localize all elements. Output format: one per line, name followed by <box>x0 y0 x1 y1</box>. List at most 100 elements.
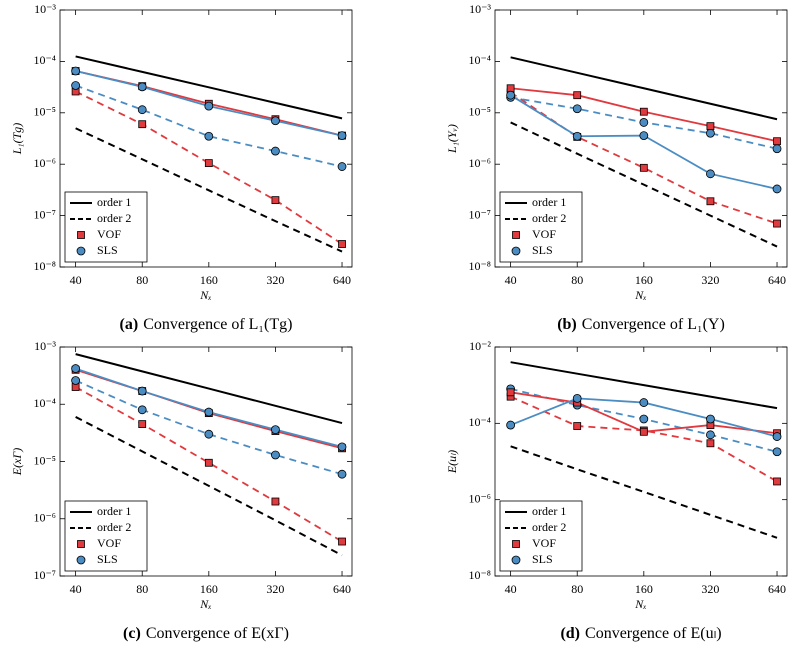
marker <box>204 131 214 141</box>
y-axis-label: E(uₗ) <box>445 450 459 474</box>
marker <box>772 447 782 457</box>
series-line <box>75 416 343 557</box>
caption-label: (d) <box>560 625 580 642</box>
marker <box>271 497 280 506</box>
marker <box>204 407 214 417</box>
caption-label: (c) <box>123 625 141 642</box>
marker <box>706 414 715 424</box>
marker <box>337 442 347 452</box>
y-tick-label: 10⁻⁷ <box>33 568 56 582</box>
legend-label: VOF <box>97 536 121 550</box>
series-line <box>75 84 343 168</box>
marker <box>204 429 214 439</box>
marker <box>204 159 213 168</box>
panel: 10⁻⁸ 10⁻⁷ 10⁻⁶ 10⁻⁵ 10⁻⁴ 10⁻³ 40 80 160 320 640 Nₓ L… <box>445 2 788 333</box>
caption: (d) Convergence of E(uₗ) <box>560 625 721 642</box>
y-tick-label: 10⁻⁵ <box>33 105 56 119</box>
marker <box>506 420 516 430</box>
marker <box>639 427 648 436</box>
marker <box>512 231 520 239</box>
legend-label: order 1 <box>532 195 566 209</box>
marker <box>71 66 81 76</box>
x-tick-label: 40 <box>505 273 517 287</box>
legend-label: order 1 <box>97 195 131 209</box>
x-tick-label: 640 <box>768 273 786 287</box>
caption-text: Convergence of L₁(Y) <box>582 316 725 333</box>
x-axis-label: Nₓ <box>199 288 211 302</box>
marker <box>271 196 280 205</box>
y-tick-label: 10⁻⁶ <box>468 491 491 505</box>
caption-label: (a) <box>120 316 139 333</box>
x-tick-label: 160 <box>635 582 653 596</box>
y-tick-label: 10⁻⁶ <box>33 511 56 525</box>
marker <box>706 430 715 440</box>
x-tick-label: 160 <box>200 582 218 596</box>
marker <box>338 240 346 248</box>
marker <box>639 163 648 172</box>
legend-label: order 1 <box>97 504 131 518</box>
legend-label: VOF <box>97 227 121 241</box>
x-tick-label: 320 <box>266 273 284 287</box>
caption-label: (b) <box>557 316 577 333</box>
marker <box>772 144 782 154</box>
y-tick-label: 10⁻³ <box>469 2 491 16</box>
marker <box>506 388 515 397</box>
marker <box>77 231 85 239</box>
marker <box>706 169 715 179</box>
legend-label: SLS <box>532 243 553 257</box>
marker <box>506 84 515 93</box>
series-line <box>510 56 778 121</box>
x-tick-label: 80 <box>136 582 148 596</box>
marker <box>204 101 214 111</box>
marker <box>71 376 81 385</box>
y-tick-label: 10⁻³ <box>34 339 56 353</box>
marker <box>572 394 582 403</box>
marker <box>337 131 347 141</box>
y-tick-label: 10⁻⁸ <box>468 259 491 273</box>
marker <box>71 81 81 90</box>
x-tick-label: 640 <box>333 273 351 287</box>
panel: 10⁻⁸ 10⁻⁷ 10⁻⁶ 10⁻⁵ 10⁻⁴ 10⁻³ 40 80 160 320 640 Nₓ L… <box>10 2 353 333</box>
series-line <box>510 361 778 410</box>
x-tick-label: 320 <box>701 582 719 596</box>
marker <box>138 120 147 129</box>
series-line <box>510 445 778 539</box>
panel: 10⁻⁷ 10⁻⁶ 10⁻⁵ 10⁻⁴ 10⁻³ 40 80 160 320 640 Nₓ E(xΓ)… <box>10 339 353 642</box>
y-tick-label: 10⁻⁵ <box>468 105 491 119</box>
marker <box>271 116 280 126</box>
marker <box>639 398 649 407</box>
caption: (c) Convergence of E(xΓ) <box>123 625 289 642</box>
x-axis-label: Nₓ <box>634 288 646 302</box>
series-line <box>75 90 343 245</box>
marker <box>511 555 521 565</box>
legend-label: SLS <box>97 243 118 257</box>
x-axis-label: Nₓ <box>634 597 646 611</box>
y-tick-label: 10⁻⁷ <box>33 207 56 221</box>
x-tick-label: 40 <box>70 273 82 287</box>
marker <box>71 364 81 373</box>
series-line <box>510 121 778 248</box>
legend-label: order 2 <box>532 211 566 225</box>
y-tick-label: 10⁻⁷ <box>468 207 491 221</box>
y-axis-label: L₁(Tg) <box>10 123 24 156</box>
marker <box>773 477 781 486</box>
marker <box>338 537 346 546</box>
y-tick-label: 10⁻³ <box>34 2 56 16</box>
legend-label: order 2 <box>532 520 566 534</box>
x-tick-label: 80 <box>571 273 583 287</box>
series-line <box>75 386 343 543</box>
marker <box>573 422 582 430</box>
caption-text: Convergence of E(uₗ) <box>585 625 722 642</box>
y-tick-label: 10⁻⁴ <box>468 415 491 429</box>
y-tick-label: 10⁻⁸ <box>33 259 56 273</box>
marker <box>706 128 715 138</box>
marker <box>706 122 715 131</box>
caption: (b) Convergence of L₁(Y) <box>557 316 725 333</box>
x-tick-label: 160 <box>635 273 653 287</box>
legend-label: VOF <box>532 536 556 550</box>
marker <box>706 439 715 448</box>
x-tick-label: 160 <box>200 273 218 287</box>
legend-label: VOF <box>532 227 556 241</box>
y-tick-label: 10⁻⁴ <box>33 53 56 67</box>
